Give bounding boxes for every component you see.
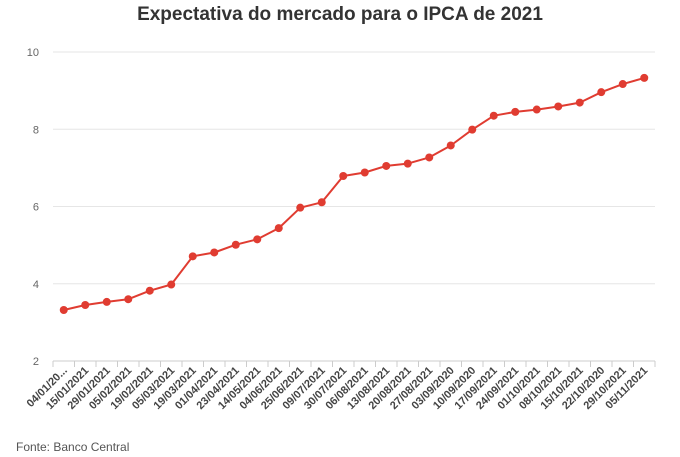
data-point [317,198,326,207]
data-point [575,98,584,107]
data-point [554,102,563,111]
data-point [253,235,262,244]
data-point [124,295,133,304]
data-point [468,125,477,134]
data-point [360,168,369,177]
y-tick-label: 4 [33,279,39,291]
data-point [231,240,240,249]
data-point [532,105,541,114]
data-point [489,111,498,120]
y-axis-ticks: 2 4 6 8 10 [27,47,39,368]
data-point [167,280,176,289]
data-point [339,171,348,180]
data-point [274,224,283,233]
data-point [597,88,606,97]
chart-title: Expectativa do mercado para o IPCA de 20… [137,4,543,25]
x-axis: 04/01/20...15/01/202129/01/202105/02/202… [25,360,656,412]
data-point [425,153,434,162]
series [59,73,649,315]
data-point [382,161,391,170]
gridlines [53,51,655,285]
y-tick-label: 6 [33,202,39,214]
y-tick-label: 2 [33,356,39,368]
data-point [188,252,197,261]
data-point [210,248,219,257]
y-tick-label: 10 [27,47,39,59]
data-point [640,73,649,82]
data-point [403,159,412,168]
data-point [446,141,455,150]
y-tick-label: 8 [33,124,39,136]
data-point [145,286,154,295]
series-line [63,76,645,311]
chart-source: Fonte: Banco Central [16,440,130,454]
data-point [81,300,90,309]
data-point [59,306,68,315]
data-point [511,107,520,116]
data-point [102,297,111,306]
data-point [618,80,627,89]
data-point [296,203,305,212]
